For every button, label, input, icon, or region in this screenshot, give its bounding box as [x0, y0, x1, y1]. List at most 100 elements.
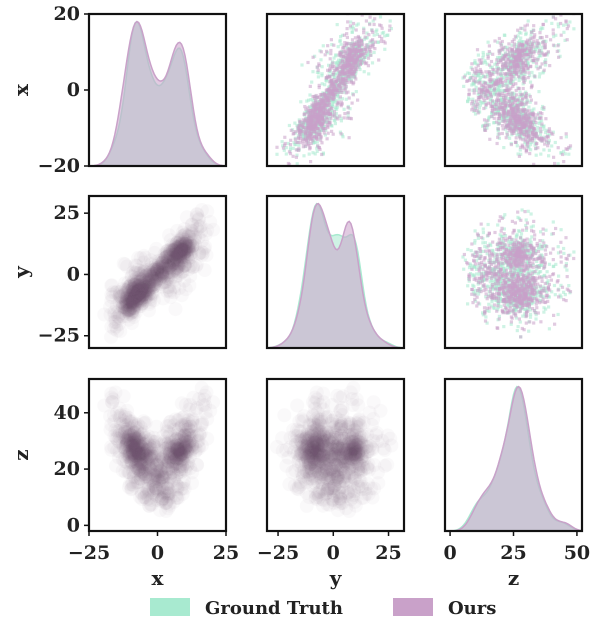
density-blob	[162, 280, 176, 294]
scatter-point	[504, 104, 508, 108]
scatter-point	[466, 79, 470, 83]
scatter-point	[519, 127, 523, 131]
scatter-point	[514, 88, 518, 93]
scatter-point	[497, 36, 501, 41]
scatter-point	[475, 259, 479, 263]
scatter-point	[532, 120, 536, 124]
scatter-point	[313, 152, 317, 156]
scatter-point	[336, 75, 340, 80]
scatter-point	[342, 59, 347, 63]
scatter-point	[333, 68, 337, 72]
scatter-point	[507, 99, 511, 103]
scatter-point	[341, 135, 345, 139]
scatter-point	[320, 152, 324, 157]
scatter-point	[530, 108, 534, 112]
scatter-point	[524, 139, 528, 143]
scatter-point	[516, 64, 520, 68]
scatter-point	[567, 152, 571, 156]
scatter-point	[345, 53, 349, 57]
scatter-point	[475, 108, 479, 112]
scatter-point	[526, 19, 530, 23]
scatter-point	[511, 123, 515, 127]
scatter-point	[508, 126, 513, 130]
scatter-point	[371, 45, 375, 49]
scatter-point	[501, 91, 505, 95]
scatter-point	[499, 70, 503, 74]
scatter-point	[336, 74, 341, 78]
scatter-point	[301, 137, 305, 141]
scatter-point	[371, 42, 375, 46]
scatter-point	[483, 75, 487, 79]
scatter-point	[542, 306, 546, 310]
scatter-point	[363, 51, 367, 56]
scatter-point	[288, 152, 293, 156]
scatter-point	[528, 80, 533, 84]
scatter-point	[320, 124, 324, 128]
scatter-point	[474, 267, 479, 271]
scatter-point	[325, 90, 329, 95]
scatter-point	[506, 126, 510, 131]
scatter-point	[327, 63, 331, 67]
scatter-point	[378, 15, 383, 19]
scatter-point	[360, 14, 364, 17]
scatter-point	[363, 46, 367, 50]
scatter-point	[532, 300, 536, 304]
scatter-point	[537, 75, 541, 79]
scatter-point	[289, 128, 293, 132]
scatter-point	[488, 63, 492, 67]
scatter-point	[513, 120, 517, 124]
scatter-point	[497, 88, 501, 92]
scatter-point	[509, 115, 513, 119]
scatter-point	[317, 113, 321, 117]
scatter-point	[510, 39, 514, 44]
scatter-point	[483, 60, 487, 64]
scatter-point	[512, 45, 516, 49]
scatter-point	[516, 69, 520, 73]
scatter-point	[511, 79, 515, 83]
scatter-point	[330, 129, 334, 133]
scatter-point	[489, 65, 493, 69]
scatter-point	[346, 116, 350, 120]
scatter-point	[335, 93, 339, 97]
scatter-point	[520, 208, 524, 212]
scatter-point	[327, 102, 331, 107]
scatter-point	[556, 251, 561, 255]
scatter-point	[528, 74, 532, 78]
scatter-point	[512, 68, 516, 72]
scatter-point	[495, 58, 499, 62]
scatter-point	[531, 55, 535, 59]
scatter-point	[534, 142, 538, 146]
scatter-point	[499, 88, 503, 92]
scatter-point	[473, 59, 477, 63]
scatter-point	[325, 116, 329, 120]
scatter-point	[517, 131, 521, 135]
scatter-point	[515, 133, 519, 137]
scatter-point	[320, 112, 325, 116]
scatter-point	[495, 76, 500, 80]
scatter-point	[544, 60, 548, 65]
scatter-point	[318, 102, 322, 106]
scatter-point	[486, 54, 490, 58]
scatter-point	[331, 73, 335, 77]
scatter-point	[526, 135, 531, 139]
scatter-point	[308, 146, 312, 150]
scatter-point	[491, 91, 495, 95]
scatter-point	[518, 320, 522, 324]
scatter-point	[473, 241, 477, 245]
scatter-point	[373, 47, 377, 51]
scatter-point	[515, 73, 519, 77]
scatter-point	[315, 102, 319, 106]
scatter-point	[376, 40, 380, 44]
scatter-point	[481, 96, 485, 100]
scatter-point	[327, 107, 332, 111]
scatter-point	[321, 44, 325, 48]
scatter-point	[342, 72, 346, 76]
scatter-point	[539, 230, 543, 234]
scatter-point	[354, 77, 358, 81]
scatter-point	[367, 56, 371, 60]
scatter-point	[520, 65, 524, 69]
scatter-point	[463, 258, 467, 262]
scatter-point	[498, 233, 502, 237]
scatter-point	[307, 98, 311, 102]
scatter-point	[377, 58, 381, 62]
